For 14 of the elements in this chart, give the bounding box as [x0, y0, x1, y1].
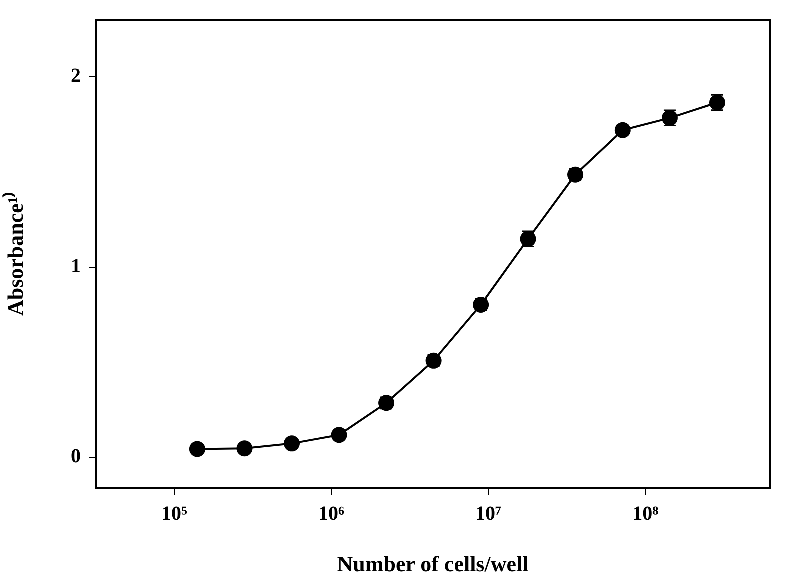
- y-axis-title: Absorbance¹⁾: [2, 192, 28, 316]
- x-tick-label: 10⁷: [476, 503, 502, 526]
- x-axis-title: Number of cells/well: [337, 551, 529, 576]
- x-tick-label: 10⁸: [632, 503, 659, 526]
- point: [331, 427, 348, 444]
- point: [284, 436, 300, 452]
- point: [614, 122, 631, 138]
- x-tick-label: 10⁵: [162, 503, 188, 526]
- y-tick-label: 1: [71, 255, 81, 278]
- y-tick-label: 2: [71, 65, 81, 88]
- point: [236, 440, 253, 457]
- y-tick-label: 0: [71, 446, 81, 468]
- x-tick-label: 10⁶: [318, 503, 345, 526]
- point: [189, 441, 206, 458]
